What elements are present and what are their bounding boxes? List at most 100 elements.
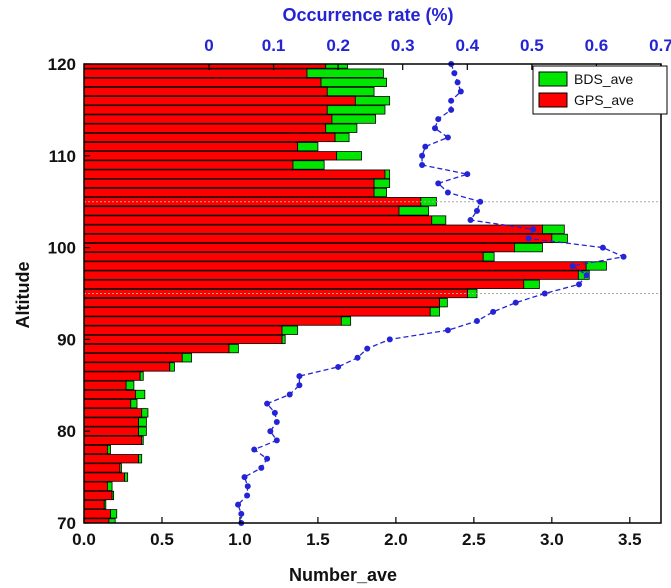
ticks-layer: 0.0 0.5 1.0 1.5 2.0 2.5 3.0 3.5 70 80 90 100 110 120 0… bbox=[48, 36, 671, 549]
bar-gps bbox=[83, 114, 333, 124]
x-tick-label: 3.5 bbox=[618, 530, 642, 549]
occurrence-rate-point bbox=[448, 97, 455, 104]
bar-gps bbox=[83, 325, 283, 335]
x-tick-label: 1.0 bbox=[228, 530, 252, 549]
occurrence-rate-point bbox=[238, 510, 245, 517]
bar-gps bbox=[83, 141, 299, 152]
bar-bds bbox=[514, 242, 543, 253]
occurrence-rate-point bbox=[354, 354, 361, 361]
bar-bds bbox=[373, 178, 391, 188]
bar-gps bbox=[83, 206, 400, 216]
occurrence-rate-point bbox=[599, 244, 606, 251]
bar-gps bbox=[83, 500, 105, 510]
occurrence-rate-point bbox=[451, 70, 458, 77]
bar-gps bbox=[83, 169, 386, 179]
y-tick-label: 120 bbox=[48, 55, 76, 74]
legend-swatch-gps bbox=[538, 92, 568, 108]
bar-gps bbox=[83, 160, 294, 170]
top-tick-label: 0.6 bbox=[585, 36, 609, 55]
bar-bds bbox=[125, 380, 135, 390]
bar-gps bbox=[83, 380, 127, 390]
bar-bds bbox=[398, 206, 430, 216]
occurrence-rate-point bbox=[286, 391, 293, 398]
legend-swatch-bds bbox=[538, 71, 568, 87]
bar-gps bbox=[83, 417, 139, 427]
occurrence-rate-point bbox=[620, 253, 627, 260]
bar-bds bbox=[439, 298, 448, 308]
top-tick-label: 0 bbox=[204, 36, 213, 55]
bar-bds bbox=[482, 252, 495, 262]
bar-gps bbox=[83, 362, 171, 372]
bar-gps bbox=[83, 399, 132, 409]
bar-bds bbox=[141, 435, 144, 446]
bar-bds bbox=[336, 151, 362, 161]
bar-gps bbox=[83, 389, 136, 400]
bar-gps bbox=[83, 279, 525, 289]
occurrence-rate-layer bbox=[235, 61, 627, 526]
top-tick-label: 0.5 bbox=[520, 36, 544, 55]
occurrence-rate-point bbox=[530, 226, 537, 233]
bars-layer bbox=[83, 63, 607, 524]
bar-bds bbox=[138, 417, 147, 427]
occurrence-rate-point bbox=[444, 327, 451, 334]
top-tick-label: 0.7 bbox=[649, 36, 671, 55]
bar-gps bbox=[83, 408, 143, 418]
bar-gps bbox=[83, 509, 111, 519]
bar-bds bbox=[326, 86, 375, 97]
y-tick-label: 100 bbox=[48, 239, 76, 258]
y-tick-label: 70 bbox=[57, 514, 76, 533]
occurrence-rate-point bbox=[512, 299, 519, 306]
x-tick-label: 1.5 bbox=[306, 530, 330, 549]
top-tick-label: 0.1 bbox=[262, 36, 286, 55]
bar-bds bbox=[138, 426, 147, 436]
bar-bds bbox=[325, 123, 358, 133]
bar-gps bbox=[83, 96, 356, 106]
bar-bds bbox=[320, 77, 387, 87]
bar-bds bbox=[124, 472, 129, 482]
x-tick-label: 0.0 bbox=[72, 530, 96, 549]
bar-gps bbox=[83, 481, 108, 491]
occurrence-rate-point bbox=[296, 373, 303, 380]
occurrence-rate-point bbox=[273, 437, 280, 444]
top-axis-title: Occurrence rate (%) bbox=[282, 5, 453, 25]
occurrence-rate-point bbox=[244, 492, 251, 499]
bar-bds bbox=[292, 160, 325, 170]
occurrence-rate-point bbox=[432, 125, 438, 132]
bar-gps bbox=[83, 472, 125, 482]
bar-bds bbox=[281, 334, 286, 345]
occurrence-rate-point bbox=[335, 363, 342, 370]
bar-bds bbox=[169, 362, 175, 372]
bar-gps bbox=[83, 224, 543, 234]
occurrence-rate-point bbox=[525, 235, 532, 242]
occurrence-rate-point bbox=[271, 409, 278, 416]
bar-gps bbox=[83, 270, 579, 280]
bar-gps bbox=[83, 123, 327, 133]
bar-gps bbox=[83, 316, 342, 326]
bar-gps bbox=[83, 215, 433, 225]
x-tick-label: 2.5 bbox=[462, 530, 486, 549]
occurrence-rate-point bbox=[386, 336, 393, 343]
bar-gps bbox=[83, 463, 121, 473]
occurrence-rate-point bbox=[490, 308, 497, 315]
occurrence-rate-point bbox=[435, 116, 442, 123]
occurrence-rate-point bbox=[457, 88, 464, 95]
bar-gps bbox=[83, 490, 113, 501]
bar-bds bbox=[111, 490, 115, 501]
occurrence-rate-point bbox=[258, 464, 265, 471]
occurrence-rate-point bbox=[296, 382, 303, 389]
bar-gps bbox=[83, 178, 375, 188]
bar-bds bbox=[181, 353, 193, 363]
occurrence-rate-point bbox=[454, 79, 461, 86]
occurrence-rate-point bbox=[264, 455, 271, 462]
bar-gps bbox=[83, 353, 183, 363]
occurrence-rate-point bbox=[467, 217, 474, 224]
occurrence-rate-point bbox=[569, 262, 576, 269]
bar-gps bbox=[83, 132, 336, 143]
x-tick-label: 2.0 bbox=[384, 530, 408, 549]
occurrence-rate-point bbox=[583, 272, 590, 279]
legend: BDS_ave GPS_ave bbox=[532, 65, 668, 115]
legend-label-bds: BDS_ave bbox=[574, 71, 633, 87]
occurrence-rate-point bbox=[448, 106, 455, 113]
reference-lines bbox=[84, 201, 661, 294]
